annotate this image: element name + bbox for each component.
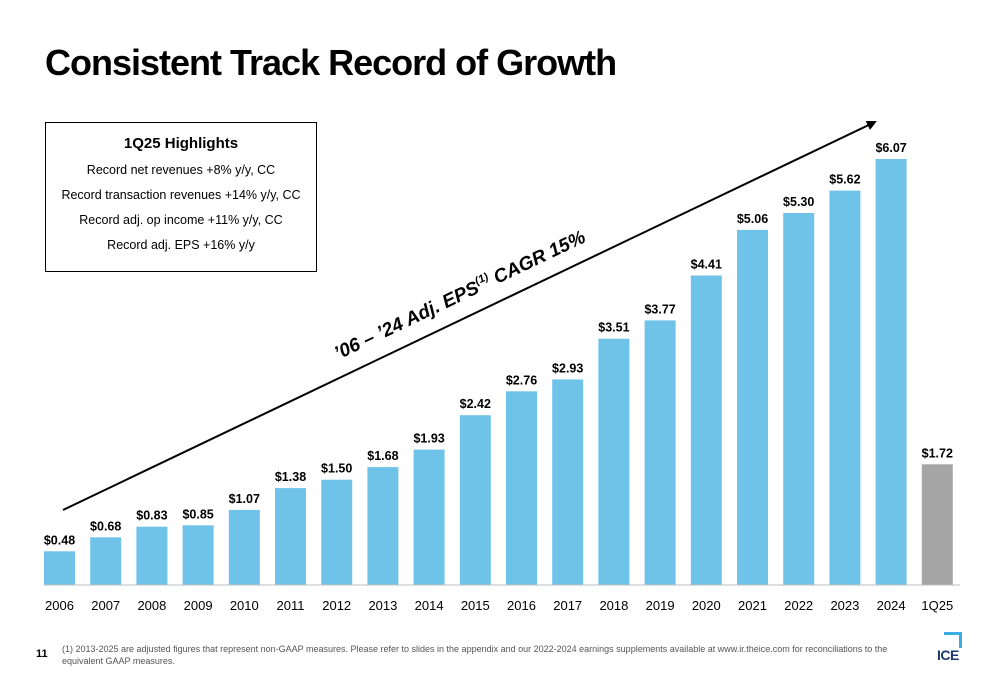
bar-2018 — [598, 338, 630, 585]
value-label: $3.77 — [644, 302, 675, 316]
logo-bracket-icon — [944, 632, 962, 648]
category-label: 2023 — [830, 598, 859, 613]
category-label: 2009 — [184, 598, 213, 613]
category-label: 2017 — [553, 598, 582, 613]
category-label: 2011 — [277, 598, 305, 613]
value-labels-group: $0.48 $0.68 $0.83 $0.85 $1.07 $1.38 $1.50 $1.68… — [44, 141, 953, 547]
highlight-item: Record net revenues +8% y/y, CC — [86, 163, 276, 177]
category-label: 2024 — [877, 598, 906, 613]
bars-group — [44, 159, 953, 585]
value-label: $5.30 — [783, 195, 814, 209]
value-label: $0.85 — [182, 507, 213, 521]
category-label: 2020 — [692, 598, 721, 613]
bar-2010 — [228, 509, 260, 585]
value-label: $1.72 — [922, 446, 953, 460]
category-label: 2014 — [415, 598, 444, 613]
category-label: 2022 — [784, 598, 813, 613]
value-label: $1.93 — [413, 432, 444, 446]
highlights-title: 1Q25 Highlights — [123, 135, 239, 152]
bar-2006 — [44, 551, 75, 585]
bar-2011 — [275, 488, 306, 585]
footnote: (1) 2013-2025 are adjusted figures that … — [62, 644, 888, 666]
bar-2014 — [413, 449, 445, 585]
bar-2023 — [829, 190, 861, 585]
highlight-item: Record adj. op income +11% y/y, CC — [79, 213, 283, 227]
category-label: 2019 — [646, 598, 675, 613]
value-label: $0.48 — [44, 533, 75, 547]
value-label: $6.07 — [875, 141, 906, 155]
category-label: 2010 — [230, 598, 259, 613]
value-label: $2.42 — [460, 397, 491, 411]
bar-2021 — [737, 229, 768, 585]
value-label: $2.93 — [552, 361, 583, 375]
value-label: $0.83 — [136, 509, 167, 523]
bar-2022 — [783, 213, 815, 585]
bar-1q25 — [921, 464, 953, 585]
bar-2020 — [690, 275, 722, 585]
page-number: 11 — [36, 648, 48, 660]
highlight-item: Record adj. EPS +16% y/y — [107, 238, 255, 252]
cagr-annotation: ’06 – ’24 Adj. EPS(1) CAGR 15% — [331, 226, 589, 365]
category-label: 2007 — [91, 598, 120, 613]
category-label: 2008 — [137, 598, 166, 613]
value-label: $1.50 — [321, 462, 352, 476]
logo-text: ICE — [937, 647, 959, 663]
category-label: 2016 — [507, 598, 536, 613]
bar-2015 — [459, 415, 491, 585]
value-label: $1.38 — [275, 470, 306, 484]
value-label: $2.76 — [506, 373, 537, 387]
category-label: 1Q25 — [921, 598, 953, 613]
ice-logo: ICE — [936, 632, 962, 664]
value-label: $4.41 — [691, 258, 722, 272]
category-label: 2013 — [368, 598, 397, 613]
value-label: $1.68 — [367, 449, 398, 463]
category-label: 2006 — [45, 598, 74, 613]
bar-2012 — [321, 479, 353, 585]
bar-2008 — [136, 526, 168, 585]
value-label: $5.62 — [829, 173, 860, 187]
category-label: 2021 — [738, 598, 767, 613]
bar-2013 — [367, 467, 399, 585]
value-label: $3.51 — [598, 321, 629, 335]
value-label: $1.07 — [229, 492, 260, 506]
category-label: 2018 — [599, 598, 628, 613]
value-label: $0.68 — [90, 519, 121, 533]
slide-title: Consistent Track Record of Growth — [45, 42, 617, 83]
bar-2024 — [875, 159, 907, 585]
cagr-trend-arrow — [62, 120, 877, 511]
category-label: 2015 — [461, 598, 490, 613]
bar-2016 — [506, 391, 537, 585]
category-label: 2012 — [322, 598, 351, 613]
category-labels-group: 2006 2007 2008 2009 2010 2011 2012 2013 2014 2015… — [45, 598, 953, 613]
bar-2017 — [552, 379, 584, 585]
value-label: $5.06 — [737, 212, 768, 226]
highlight-item: Record transaction revenues +14% y/y, CC — [61, 188, 301, 202]
bar-2007 — [90, 537, 122, 585]
cagr-annotation-suffix: CAGR 15% — [486, 227, 589, 291]
cagr-annotation-superscript: (1) — [473, 271, 491, 288]
bar-2009 — [182, 525, 214, 585]
bar-2019 — [644, 320, 676, 585]
highlights-box: 1Q25 Highlights Record net revenues +8% … — [45, 122, 317, 272]
